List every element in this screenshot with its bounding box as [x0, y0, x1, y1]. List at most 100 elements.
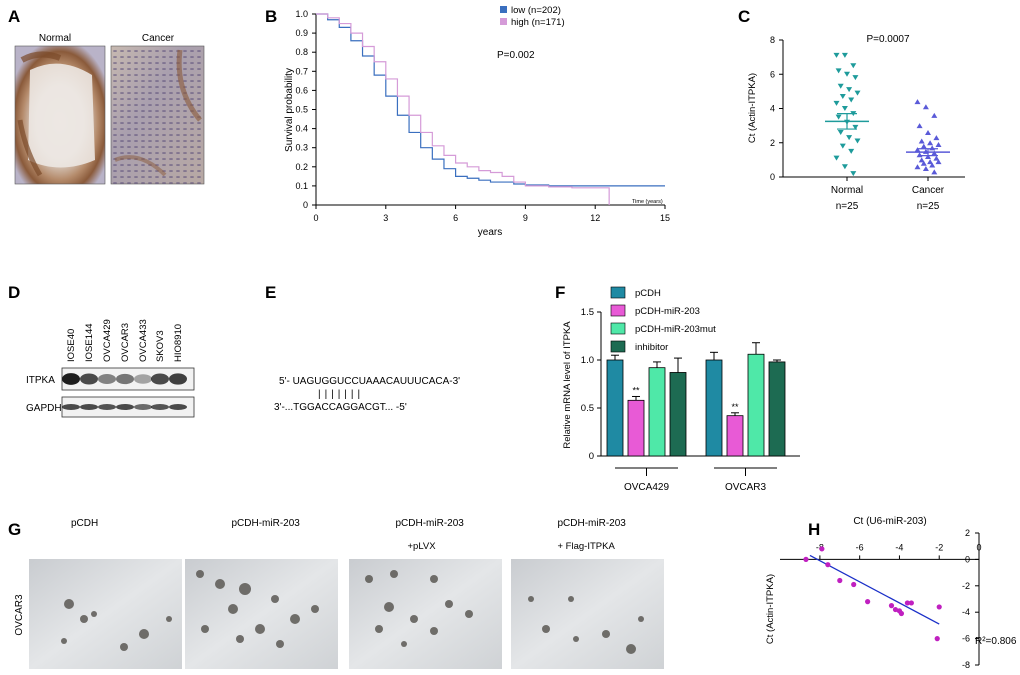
y-tick-label: 1.0	[295, 9, 308, 19]
colony	[236, 635, 244, 643]
colony	[239, 583, 251, 595]
data-point-normal	[850, 63, 857, 69]
legend-label: inhibitor	[635, 342, 668, 353]
colony-title: pCDH	[71, 518, 98, 529]
bar-pcdh	[606, 359, 624, 457]
data-point-normal	[833, 100, 840, 106]
data-point-normal	[841, 52, 848, 58]
x-tick-label: 9	[523, 213, 528, 223]
panel-label-d: D	[8, 283, 20, 302]
data-point-normal	[837, 83, 844, 89]
colony	[91, 611, 97, 617]
panel-label-e: E	[265, 283, 276, 302]
lane-label: IOSE144	[84, 323, 95, 362]
data-point-cancer	[933, 155, 940, 161]
data-point-normal	[839, 143, 846, 149]
data-point-normal	[839, 94, 846, 100]
colony	[228, 604, 238, 614]
y-tick-label: 0.5	[295, 105, 308, 115]
regression-line	[809, 554, 940, 625]
colony	[445, 600, 453, 608]
colony	[255, 624, 265, 634]
y-tick-label: 0.3	[295, 143, 308, 153]
colony	[542, 625, 550, 633]
lane-label: SKOV3	[155, 330, 166, 362]
p-value-annotation: P=0.0007	[866, 34, 910, 45]
band-itpka	[151, 373, 169, 385]
panel-label-c: C	[738, 7, 750, 26]
data-point-normal	[850, 171, 857, 177]
band-gapdh	[151, 404, 169, 410]
y-tick-label: 0.6	[295, 85, 308, 95]
y-tick-label: 0.5	[581, 403, 594, 414]
panel-label-h: H	[808, 520, 820, 539]
data-point-cancer	[914, 164, 921, 170]
colony	[430, 627, 438, 635]
data-point-normal	[852, 75, 859, 81]
colony-row-label: OVCAR3	[14, 594, 25, 636]
bar-pcdh-mir-203	[726, 415, 744, 457]
chart-title: Ct (U6-miR-203)	[853, 516, 926, 527]
x-tick-label: -6	[856, 542, 864, 552]
data-point-cancer	[914, 147, 921, 153]
legend-label: pCDH	[635, 288, 661, 299]
data-point-cancer	[935, 159, 942, 165]
legend-swatch	[610, 340, 626, 353]
y-tick-label: 0	[589, 451, 594, 462]
y-tick-label: -2	[962, 581, 970, 591]
colony	[201, 625, 209, 633]
data-point-cancer	[918, 138, 925, 144]
colony	[573, 636, 579, 642]
x-tick-label: 0	[313, 213, 318, 223]
r-squared-annotation: R²=0.806	[975, 636, 1017, 647]
colony	[166, 616, 172, 622]
sequence-alignment: 5'- UAGUGGUCCUAAACAUUUCACA-3' | | | | | …	[274, 376, 460, 413]
bar-inhibitor	[669, 372, 687, 457]
y-tick-label: 1.0	[581, 355, 594, 366]
data-point-normal	[848, 148, 855, 154]
y-tick-label: 2	[965, 528, 970, 538]
x-tick-label: -4	[895, 542, 903, 552]
bar-pcdh	[705, 359, 723, 457]
y-tick-label: 0.1	[295, 181, 308, 191]
data-point-cancer	[920, 160, 927, 166]
ct-scatter-chart: 0 2 4 6 8 Ct (Actin-ITPKA) P=0.0007 Normal n=25 C…	[747, 34, 965, 212]
band-gapdh	[116, 404, 134, 410]
data-point-cancer	[929, 145, 936, 151]
x-tick-label: 15	[660, 213, 670, 223]
km-curve-high	[316, 13, 610, 205]
colony	[602, 630, 610, 638]
band-gapdh	[98, 404, 116, 410]
colony	[139, 629, 149, 639]
data-point-cancer	[922, 165, 929, 171]
bar-pcdh-mir-203mut	[648, 367, 666, 457]
y-tick-label: -6	[962, 634, 970, 644]
colony	[215, 579, 225, 589]
y-tick-label: 0.8	[295, 47, 308, 57]
panel-label-g: G	[8, 520, 21, 539]
legend-label-low: low (n=202)	[511, 5, 561, 16]
x-axis-label: years	[478, 227, 502, 238]
band-itpka	[134, 374, 152, 384]
colony-image	[511, 559, 664, 669]
data-point-cancer	[922, 104, 929, 110]
data-point-cancer	[927, 159, 934, 165]
colony	[528, 596, 534, 602]
bar-pcdh-mir-203	[627, 399, 645, 457]
data-point-cancer	[916, 123, 923, 129]
legend-label: pCDH-miR-203	[635, 306, 700, 317]
western-blot: ITPKA GAPDH IOSE40 IOSE144 OVCA429 OVCAR3 OV…	[26, 319, 195, 418]
data-point-normal	[854, 138, 861, 144]
colony-title: pCDH-miR-203	[396, 518, 465, 529]
colony	[64, 599, 74, 609]
ihc-normal-image	[14, 45, 106, 185]
y-tick-label: 0	[303, 200, 308, 210]
colony	[365, 575, 373, 583]
category-label: OVCAR3	[725, 482, 767, 493]
data-point-cancer	[927, 140, 934, 146]
colony	[80, 615, 88, 623]
colony	[410, 615, 418, 623]
lane-label: HIO8910	[173, 324, 184, 362]
colony-title: pCDH-miR-203	[232, 518, 301, 529]
